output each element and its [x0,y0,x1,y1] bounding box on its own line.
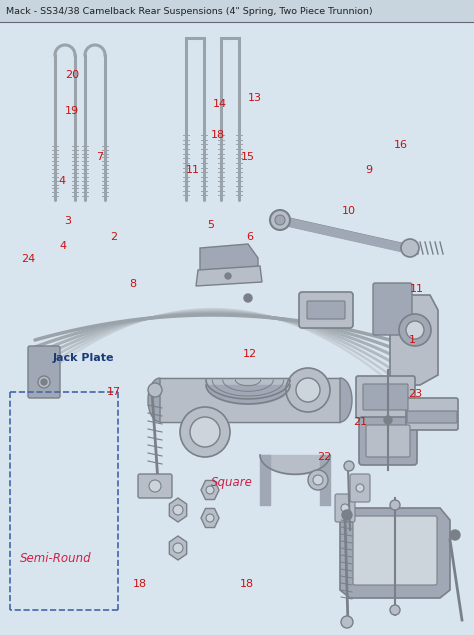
Text: Mack - SS34/38 Camelback Rear Suspensions (4" Spring, Two Piece Trunnion): Mack - SS34/38 Camelback Rear Suspension… [6,6,373,15]
Text: 4: 4 [59,241,66,251]
FancyBboxPatch shape [366,425,410,457]
Circle shape [341,504,349,512]
FancyBboxPatch shape [307,301,345,319]
Circle shape [180,407,230,457]
FancyBboxPatch shape [407,411,457,423]
Text: 18: 18 [239,579,254,589]
Circle shape [173,505,183,515]
Text: 21: 21 [353,417,367,427]
Circle shape [308,470,328,490]
Circle shape [450,530,460,540]
Text: 2: 2 [110,232,118,242]
Text: 11: 11 [410,284,424,294]
Text: 18: 18 [133,579,147,589]
Circle shape [313,475,323,485]
FancyBboxPatch shape [356,376,415,418]
FancyBboxPatch shape [406,398,458,430]
Circle shape [270,210,290,230]
Polygon shape [201,509,219,528]
Text: 7: 7 [96,152,103,163]
FancyBboxPatch shape [373,283,412,335]
Text: 10: 10 [341,206,356,217]
Text: Square: Square [211,476,253,489]
Text: 15: 15 [240,152,255,163]
Polygon shape [201,481,219,500]
Text: Semi-Round: Semi-Round [20,552,92,565]
Circle shape [341,616,353,628]
Text: 4: 4 [58,176,65,186]
Circle shape [286,368,330,412]
Text: 1: 1 [409,335,416,345]
Circle shape [296,378,320,402]
Circle shape [244,294,252,302]
Text: 12: 12 [243,349,257,359]
Text: 17: 17 [107,387,121,398]
Circle shape [38,376,50,388]
Polygon shape [196,266,262,286]
Text: 6: 6 [246,232,253,242]
Circle shape [206,514,214,522]
Text: 9: 9 [365,165,373,175]
FancyBboxPatch shape [335,494,355,522]
Bar [0,0,474,22]
Text: 22: 22 [318,452,332,462]
Circle shape [206,486,214,494]
Text: 20: 20 [65,70,79,80]
Circle shape [390,500,400,510]
Text: 18: 18 [211,130,225,140]
Circle shape [399,314,431,346]
Polygon shape [378,295,438,385]
Circle shape [356,484,364,492]
Text: 5: 5 [208,220,214,231]
Circle shape [390,605,400,615]
Text: 19: 19 [65,106,79,116]
Circle shape [190,417,220,447]
FancyBboxPatch shape [359,417,417,465]
Circle shape [149,480,161,492]
Polygon shape [340,508,450,598]
Text: Jack Plate: Jack Plate [52,352,114,363]
Circle shape [173,543,183,553]
Text: 11: 11 [186,165,200,175]
FancyBboxPatch shape [138,474,172,498]
Text: 13: 13 [248,93,262,104]
Polygon shape [169,536,187,560]
FancyBboxPatch shape [350,474,370,502]
Text: 3: 3 [64,216,71,226]
Circle shape [148,383,162,397]
Polygon shape [148,378,160,422]
Circle shape [406,321,424,339]
Circle shape [275,215,285,225]
Circle shape [401,239,419,257]
Circle shape [384,416,392,424]
FancyBboxPatch shape [353,516,437,585]
FancyBboxPatch shape [28,346,60,398]
Polygon shape [169,498,187,522]
Text: 24: 24 [21,254,36,264]
Text: 16: 16 [393,140,408,150]
Circle shape [41,379,47,385]
Circle shape [344,461,354,471]
Text: 23: 23 [408,389,422,399]
Text: 8: 8 [129,279,137,290]
Circle shape [225,273,231,279]
Polygon shape [200,244,258,272]
Text: 14: 14 [212,98,227,109]
Circle shape [342,510,352,520]
Polygon shape [340,378,352,422]
FancyBboxPatch shape [299,292,353,328]
FancyBboxPatch shape [363,384,408,410]
